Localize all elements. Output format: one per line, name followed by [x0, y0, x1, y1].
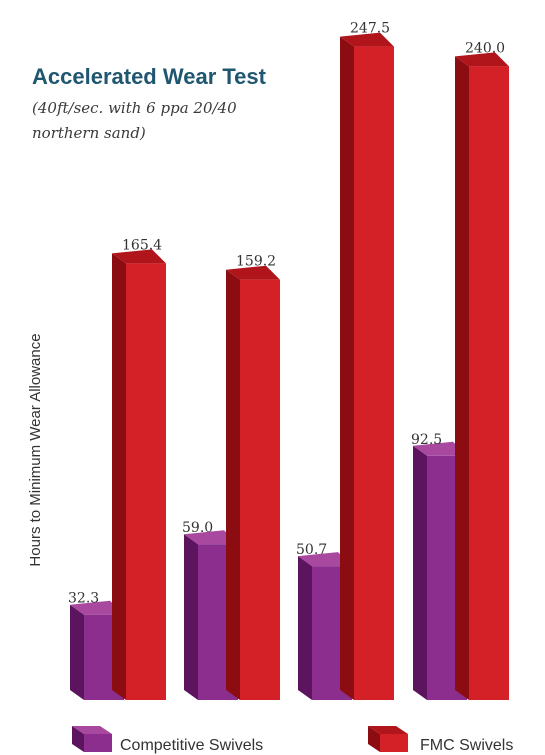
data-label-fmc-2: 159.2 [236, 254, 276, 270]
bar-fmc-1-side [112, 253, 126, 700]
bar-competitive-2-side [184, 534, 198, 700]
bar-fmc-4-side [455, 56, 469, 700]
bar-competitive-1-side [70, 604, 84, 700]
legend-item-1: Competitive Swivels [72, 726, 263, 754]
bar-fmc-3-front [354, 46, 394, 701]
bar-fmc-2-top [226, 265, 280, 280]
legend: Competitive Swivels FMC Swivels [72, 726, 513, 754]
bar-fmc-4-front [469, 66, 509, 700]
bar-fmc-3-top [340, 32, 394, 47]
legend-swatch-side [368, 726, 380, 752]
value-labels-layer: 32.3 165.4 59.0 159.2 50.7 247.5 92.5 240.0 [68, 21, 505, 607]
legend-swatch [380, 734, 408, 752]
data-label-fmc-3: 247.5 [350, 21, 390, 37]
bar-fmc-1-top [112, 249, 166, 264]
legend-label: Competitive Swivels [120, 737, 263, 754]
bar-competitive-3-side [298, 556, 312, 700]
bar-competitive-4-top [413, 441, 467, 456]
legend-swatch-top [72, 726, 112, 734]
bar-competitive-2-top [184, 530, 238, 545]
legend-swatch-top [368, 726, 408, 734]
bar-fmc-4 [455, 52, 509, 700]
data-label-fmc-1: 165.4 [122, 237, 162, 253]
legend-label: FMC Swivels [420, 737, 513, 754]
bar-competitive-3-top [298, 552, 352, 567]
data-label-fmc-4: 240.0 [465, 40, 505, 56]
bar-fmc-4-top [455, 52, 509, 67]
data-label-competitive-4: 92.5 [411, 432, 442, 448]
y-axis-label: Hours to Minimum Wear Allowance [27, 333, 44, 566]
legend-item-2: FMC Swivels [368, 726, 513, 754]
bars-layer [70, 32, 509, 701]
bar-fmc-3-side [340, 36, 354, 701]
bar-competitive-1-top [70, 600, 124, 615]
bar-fmc-3 [340, 32, 394, 701]
chart-subtitle: (40ft/sec. with 6 ppa 20/40 northern san… [32, 99, 237, 142]
data-label-competitive-1: 32.3 [68, 591, 99, 607]
data-label-competitive-2: 59.0 [182, 520, 213, 536]
bar-fmc-1 [112, 249, 166, 700]
bar-competitive-4-side [413, 445, 427, 700]
bar-fmc-2 [226, 265, 280, 700]
legend-swatch-side [72, 726, 84, 752]
chart-title: Accelerated Wear Test [32, 64, 266, 89]
bar-fmc-2-front [240, 279, 280, 700]
legend-swatch [84, 734, 112, 752]
bar-fmc-1-front [126, 263, 166, 700]
bar-fmc-2-side [226, 269, 240, 700]
data-label-competitive-3: 50.7 [296, 542, 327, 558]
